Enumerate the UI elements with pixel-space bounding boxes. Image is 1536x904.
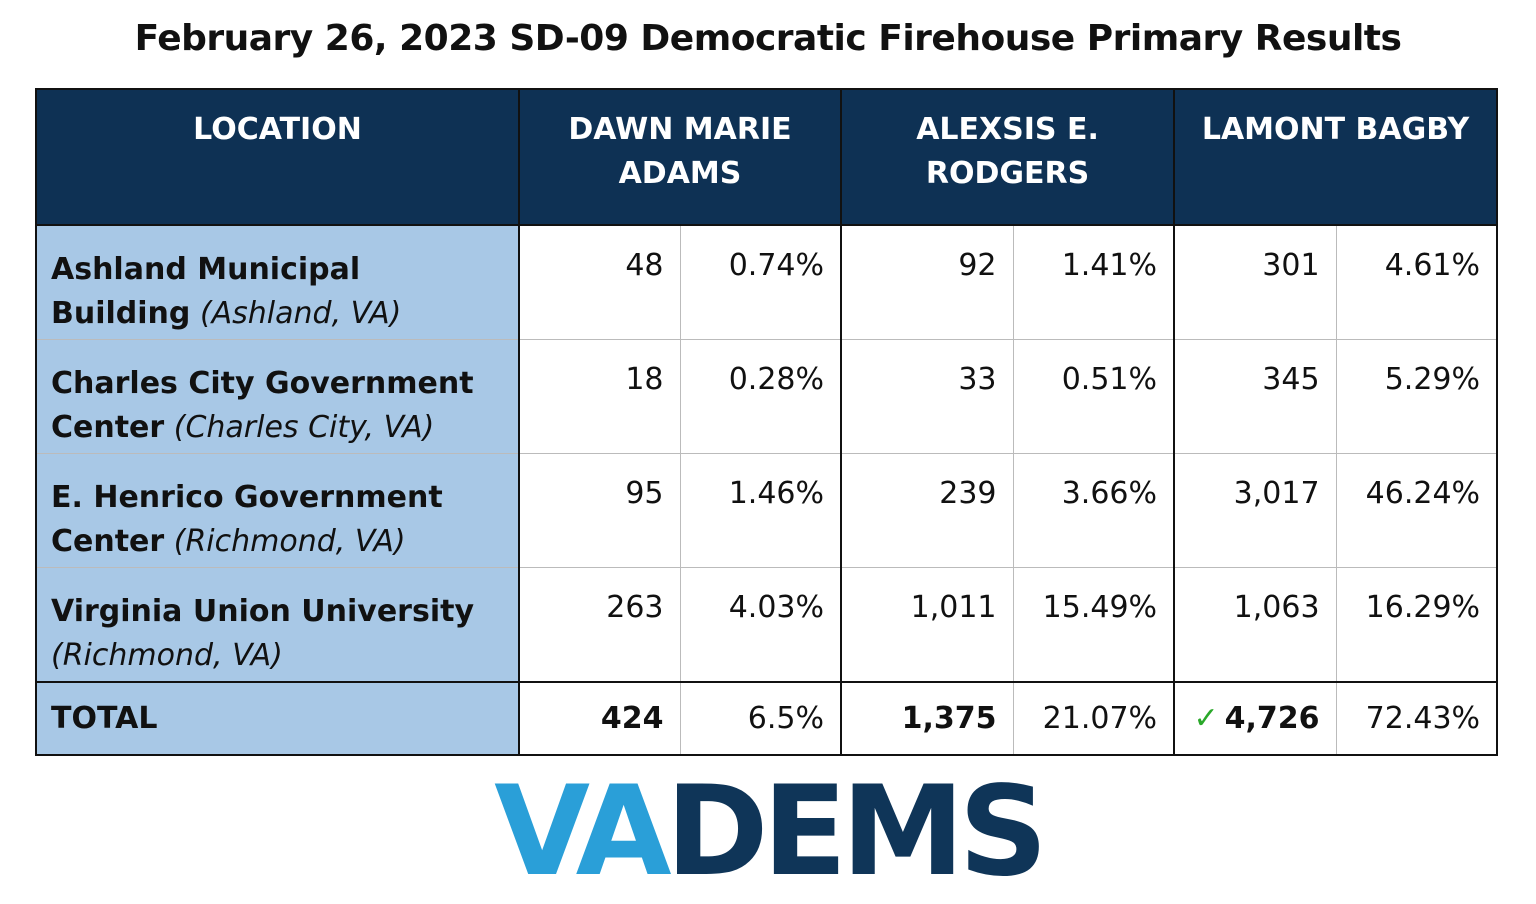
location-name: Virginia Union University	[51, 594, 475, 629]
percent-cell: 5.29%	[1335, 339, 1499, 454]
votes-cell: 48	[518, 224, 681, 340]
votes-cell: 263	[518, 567, 681, 683]
votes-cell: 1,063	[1173, 567, 1337, 683]
location-place: (Charles City, VA)	[173, 410, 435, 445]
location-cell: E. Henrico Government Center (Richmond, …	[35, 453, 520, 568]
votes-cell: 239	[840, 453, 1014, 568]
votes-cell: 1,011	[840, 567, 1014, 683]
total-votes: 1,375	[840, 681, 1014, 756]
votes-cell: 92	[840, 224, 1014, 340]
total-percent: 72.43%	[1335, 681, 1499, 756]
winner-check: ✓	[1193, 701, 1219, 736]
location-name: Charles City Government Center	[51, 366, 474, 445]
percent-cell: 1.41%	[1012, 224, 1175, 340]
total-value: 6.5%	[747, 701, 825, 736]
total-value: 72.43%	[1365, 701, 1481, 736]
votes-cell: 301	[1173, 224, 1337, 340]
logo: VADEMS	[0, 760, 1536, 904]
total-percent: 6.5%	[679, 681, 842, 756]
percent-cell: 0.28%	[679, 339, 842, 454]
votes-cell: 345	[1173, 339, 1337, 454]
total-row: TOTAL 424 6.5% 1,375 21.07% ✓ 4,726 72.43%	[35, 681, 1499, 756]
location-place: (Richmond, VA)	[173, 524, 406, 559]
column-header: ALEXSIS E. RODGERS	[840, 88, 1176, 226]
row: E. Henrico Government Center (Richmond, …	[35, 453, 1499, 568]
table-body: Ashland Municipal Building (Ashland, VA)…	[35, 224, 1499, 756]
percent-cell: 15.49%	[1012, 567, 1175, 683]
percent-cell: 4.61%	[1335, 224, 1499, 340]
column-header: DAWN MARIE ADAMS	[517, 88, 843, 226]
logo-dems: DEMS	[665, 760, 1048, 904]
total-votes: 424	[518, 681, 681, 756]
percent-cell: 46.24%	[1335, 453, 1499, 568]
total-votes: ✓ 4,726	[1173, 681, 1337, 756]
total-value: 4,726	[1224, 701, 1320, 736]
percent-cell: 0.51%	[1012, 339, 1175, 454]
votes-cell: 3,017	[1173, 453, 1337, 568]
percent-cell: 1.46%	[679, 453, 842, 568]
logo-va: VA	[494, 760, 672, 904]
title: February 26, 2023 SD-09 Democratic Fireh…	[134, 18, 1402, 59]
percent-cell: 3.66%	[1012, 453, 1175, 568]
row: Virginia Union University (Richmond, VA)…	[35, 567, 1499, 683]
column-header: LAMONT BAGBY	[1173, 88, 1499, 226]
total-value: 1,375	[901, 701, 997, 736]
total-percent: 21.07%	[1012, 681, 1175, 756]
location-cell: Charles City Government Center (Charles …	[35, 339, 520, 454]
votes-cell: 33	[840, 339, 1014, 454]
votes-cell: 18	[518, 339, 681, 454]
location-name: Ashland Municipal Building	[51, 252, 361, 331]
row: Charles City Government Center (Charles …	[35, 339, 1499, 454]
percent-cell: 16.29%	[1335, 567, 1499, 683]
location-cell: Ashland Municipal Building (Ashland, VA)	[35, 224, 520, 340]
location-place: (Richmond, VA)	[51, 638, 283, 673]
percent-cell: 0.74%	[679, 224, 842, 340]
header-row: LOCATION DAWN MARIE ADAMS ALEXSIS E. RODGE…	[35, 88, 1499, 226]
total-value: 424	[600, 701, 664, 736]
column-header: LOCATION	[35, 88, 520, 226]
total-value: 21.07%	[1042, 701, 1158, 736]
location-place: (Ashland, VA)	[199, 296, 402, 331]
location-cell: Virginia Union University (Richmond, VA)	[35, 567, 520, 683]
results-table: LOCATION DAWN MARIE ADAMS ALEXSIS E. RODGE…	[35, 88, 1499, 756]
location-name: E. Henrico Government Center	[51, 480, 443, 559]
row: Ashland Municipal Building (Ashland, VA)…	[35, 224, 1499, 340]
votes-cell: 95	[518, 453, 681, 568]
total-label: TOTAL	[35, 681, 520, 756]
percent-cell: 4.03%	[679, 567, 842, 683]
